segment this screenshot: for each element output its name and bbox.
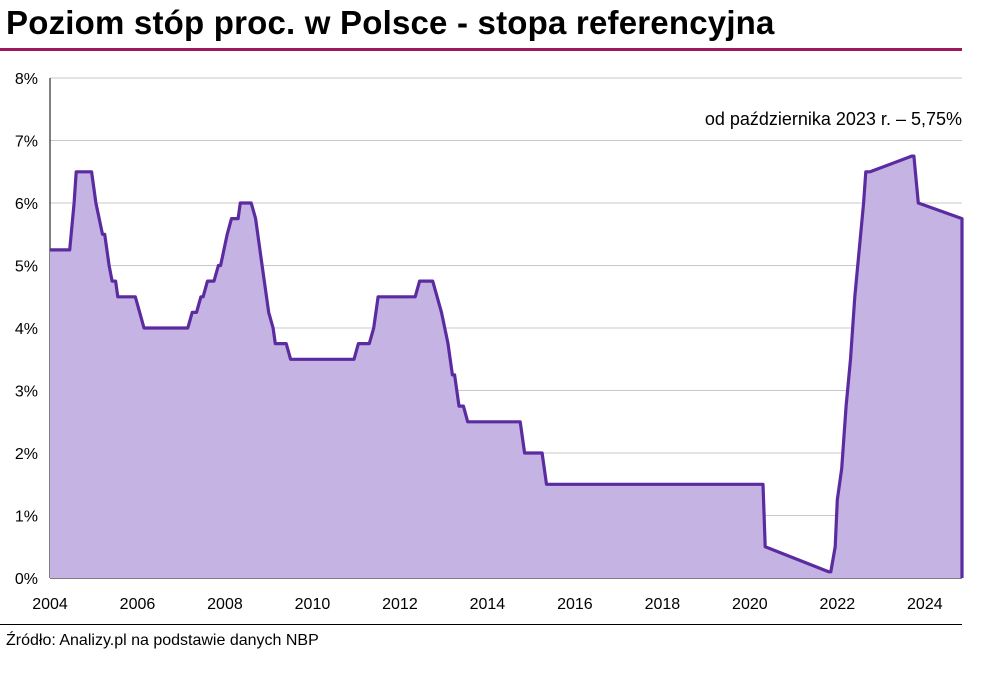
y-tick-label: 2%	[15, 446, 38, 463]
x-tick-label: 2004	[32, 596, 68, 613]
y-axis-ticks: 0% 1% 2% 3% 4% 5% 6% 7% 8%	[15, 71, 38, 588]
y-tick-label: 8%	[15, 71, 38, 88]
x-tick-label: 2020	[732, 596, 768, 613]
x-tick-label: 2018	[645, 596, 681, 613]
y-tick-label: 0%	[15, 571, 38, 588]
title-divider	[0, 48, 962, 51]
chart-title: Poziom stóp proc. w Polsce - stopa refer…	[6, 4, 775, 41]
y-tick-label: 4%	[15, 321, 38, 338]
y-tick-label: 6%	[15, 196, 38, 213]
y-tick-label: 5%	[15, 259, 38, 276]
chart-annotation: od października 2023 r. – 5,75%	[704, 109, 962, 129]
y-tick-label: 1%	[15, 509, 38, 526]
y-tick-label: 7%	[15, 134, 38, 151]
x-tick-label: 2008	[207, 596, 243, 613]
rate-area	[50, 156, 962, 578]
y-tick-label: 3%	[15, 384, 38, 401]
x-tick-label: 2014	[470, 596, 506, 613]
x-tick-label: 2022	[820, 596, 856, 613]
source-note: Źródło: Analizy.pl na podstawie danych N…	[6, 632, 319, 649]
x-tick-label: 2012	[382, 596, 418, 613]
x-tick-label: 2024	[907, 596, 943, 613]
x-tick-label: 2006	[120, 596, 156, 613]
x-axis-ticks: 2004 2006 2008 2010 2012 2014 2016 2018 2020 2022…	[32, 596, 943, 613]
x-tick-label: 2016	[557, 596, 593, 613]
rate-line	[50, 154, 964, 578]
source-divider	[0, 624, 962, 625]
x-tick-label: 2010	[295, 596, 331, 613]
